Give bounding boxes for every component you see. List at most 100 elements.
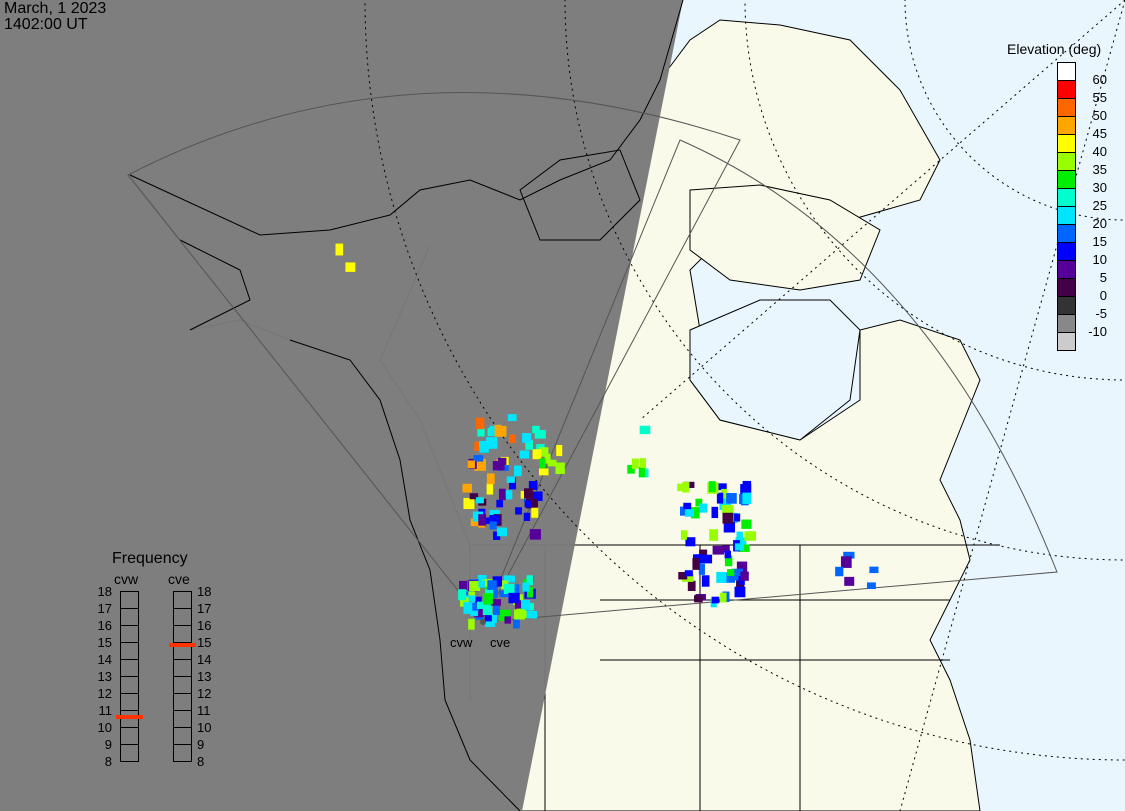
frequency-tick-label: 12 (97, 686, 112, 701)
echo-cell (485, 615, 496, 627)
frequency-tick-label: 9 (197, 737, 205, 752)
echo-cell (477, 428, 485, 437)
echo-cell (627, 464, 635, 474)
echo-cell (503, 583, 515, 595)
frequency-bar-cell (120, 676, 139, 694)
elevation-tick-label: 45 (1092, 126, 1107, 141)
echo-cell (493, 603, 500, 615)
echo-cell (474, 459, 486, 471)
echo-cell (486, 473, 495, 485)
echo-cell (680, 530, 687, 540)
echo-cell (869, 566, 879, 574)
frequency-marker-cve (169, 643, 196, 648)
echo-cell (679, 506, 687, 516)
echo-cell (470, 518, 483, 527)
frequency-bar-cell (173, 744, 192, 762)
echo-cell (742, 480, 752, 491)
echo-cell (555, 462, 565, 475)
radar-label-cvw: cvw (450, 635, 473, 650)
echo-cell (687, 580, 696, 591)
elevation-tick-label: 50 (1092, 108, 1107, 123)
echo-cell (639, 425, 651, 435)
frequency-bar-cell (120, 710, 139, 728)
echo-cell (744, 531, 757, 541)
frequency-title: Frequency (112, 550, 188, 567)
echo-cell (515, 507, 522, 515)
echo-cell (722, 512, 734, 524)
echo-cell (685, 537, 696, 547)
frequency-bar-cell (173, 659, 192, 677)
echo-cell (740, 571, 749, 581)
echo-cell (475, 596, 482, 604)
echo-cell (525, 610, 538, 619)
frequency-tick-label: 17 (97, 601, 112, 616)
echo-cell (479, 440, 489, 453)
frequency-bar-cell (120, 642, 139, 660)
echo-cell (711, 596, 720, 604)
echo-cell (526, 575, 534, 586)
echo-cell (498, 609, 511, 622)
echo-cell (528, 480, 538, 490)
frequency-bar-cell (173, 710, 192, 728)
echo-cell (521, 599, 531, 611)
echo-cell (486, 483, 494, 495)
frequency-tick-label: 13 (197, 669, 212, 684)
echo-cell (522, 582, 530, 592)
frequency-tick-label: 14 (97, 652, 112, 667)
frequency-bar-cell (120, 659, 139, 677)
echo-cell (523, 512, 531, 521)
echo-cell (481, 517, 492, 524)
elevation-tick-label: -10 (1088, 324, 1107, 339)
echo-cell (534, 429, 546, 439)
frequency-bar-cell (173, 625, 192, 643)
echo-cell (721, 488, 728, 499)
echo-cell (345, 262, 356, 272)
echo-cell (722, 545, 730, 553)
echo-cell (469, 493, 479, 500)
echo-cell (507, 414, 517, 422)
echo-cell (695, 554, 705, 564)
echo-cell (708, 481, 716, 493)
echo-cell (526, 498, 538, 509)
echo-cell (716, 571, 727, 583)
echo-cell (468, 618, 475, 630)
echo-cell (504, 490, 513, 500)
echo-cell (840, 556, 852, 568)
echo-cell (531, 507, 539, 518)
frequency-radar-cvw: cvw (114, 571, 139, 587)
echo-cell (631, 458, 639, 469)
frequency-tick-label: 11 (98, 703, 113, 718)
echo-cell (490, 599, 502, 606)
echo-cell (489, 515, 501, 525)
echo-cell (509, 477, 517, 490)
frequency-tick-label: 12 (197, 686, 212, 701)
echo-cell (692, 554, 700, 561)
frequency-tick-label: 17 (197, 601, 212, 616)
echo-cell (476, 601, 483, 609)
echo-cell (489, 509, 500, 518)
echo-cell (508, 592, 520, 604)
elevation-tick-label: 25 (1092, 198, 1107, 213)
frequency-bar-cell (173, 608, 192, 626)
echo-cell (526, 586, 534, 598)
elevation-tick-label: 40 (1092, 144, 1107, 159)
echo-cell (485, 586, 494, 598)
radar-site-marker (480, 619, 486, 625)
echo-cell (515, 600, 523, 612)
elevation-scale-title: Elevation (deg) (1007, 41, 1102, 57)
echo-cell (638, 466, 646, 478)
echo-cell (699, 503, 708, 513)
echo-cell (704, 554, 713, 564)
echo-cell (547, 459, 557, 467)
echo-cell (526, 603, 534, 611)
echo-cell (494, 425, 507, 437)
frequency-tick-label: 16 (197, 618, 212, 633)
echo-cell (717, 483, 727, 491)
echo-cell (692, 557, 700, 570)
echo-cell (716, 492, 724, 504)
echo-cell (503, 575, 510, 583)
echo-cell (484, 610, 492, 622)
echo-cell (489, 521, 497, 530)
echo-cell (691, 507, 700, 519)
frequency-bar-cell (120, 591, 139, 609)
